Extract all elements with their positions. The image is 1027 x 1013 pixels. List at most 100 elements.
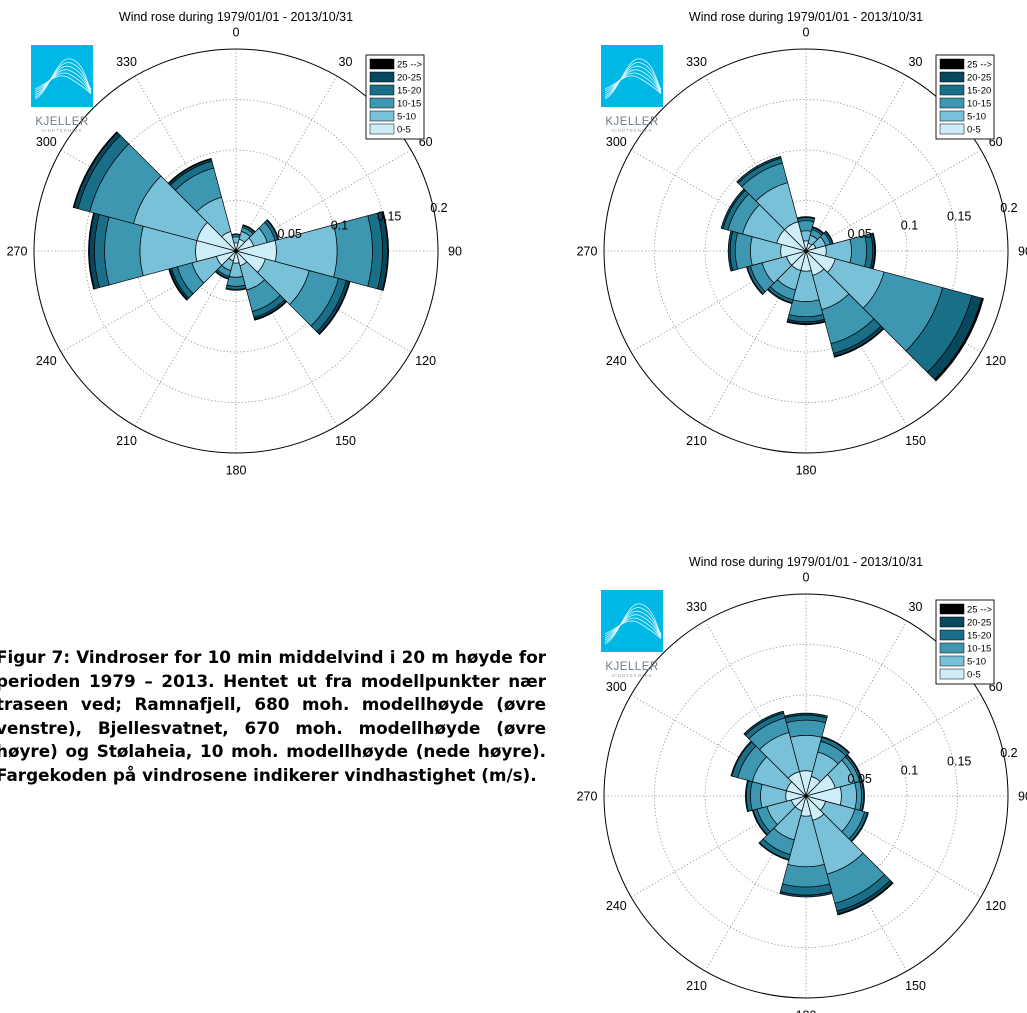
angle-label-300: 300 bbox=[606, 680, 627, 694]
sector-180-speed-bin-2 bbox=[788, 299, 824, 317]
angle-label-30: 30 bbox=[909, 600, 923, 614]
logo-curve bbox=[604, 72, 662, 94]
angle-label-0: 0 bbox=[803, 571, 810, 585]
angle-label-30: 30 bbox=[909, 55, 923, 69]
angle-label-0: 0 bbox=[233, 26, 240, 40]
radial-tick-label: 0.15 bbox=[947, 755, 971, 769]
legend-swatch bbox=[369, 110, 395, 122]
radial-tick-label: 0.15 bbox=[377, 210, 401, 224]
legend-swatch bbox=[939, 71, 965, 83]
angle-label-330: 330 bbox=[116, 55, 137, 69]
angle-label-120: 120 bbox=[985, 354, 1006, 368]
angle-label-270: 270 bbox=[577, 245, 598, 259]
radial-tick-label: 0.2 bbox=[430, 201, 447, 215]
legend-swatch bbox=[369, 97, 395, 109]
radial-tick-label: 0.1 bbox=[331, 218, 348, 232]
angle-label-240: 240 bbox=[36, 354, 57, 368]
legend-label: 5-10 bbox=[967, 657, 986, 668]
logo-curve bbox=[34, 62, 92, 98]
sector-90-speed-bin-1 bbox=[839, 782, 857, 810]
legend-label: 10-15 bbox=[967, 99, 991, 110]
angle-label-300: 300 bbox=[36, 135, 57, 149]
legend-label: 15-20 bbox=[967, 86, 991, 97]
angle-label-210: 210 bbox=[116, 434, 137, 448]
legend-label: 20-25 bbox=[967, 618, 991, 629]
figure-caption: Figur 7: Vindroser for 10 min middelvind… bbox=[0, 646, 546, 787]
legend-label: 0-5 bbox=[967, 125, 981, 136]
logo-curve bbox=[34, 58, 92, 100]
logo-text: KJELLER bbox=[35, 116, 88, 128]
wind-rose-chart-top-left: Wind rose during 1979/01/01 - 2013/10/31… bbox=[7, 10, 462, 478]
legend-swatch bbox=[939, 123, 965, 135]
logo-curve bbox=[34, 65, 92, 96]
logo-curve bbox=[604, 75, 662, 95]
angle-label-150: 150 bbox=[905, 434, 926, 448]
radial-tick-label: 0.05 bbox=[278, 227, 302, 241]
logo-curve bbox=[604, 603, 662, 645]
angle-label-120: 120 bbox=[985, 899, 1006, 913]
angle-label-240: 240 bbox=[606, 354, 627, 368]
angle-label-240: 240 bbox=[606, 899, 627, 913]
angle-label-150: 150 bbox=[335, 434, 356, 448]
legend-label: 15-20 bbox=[397, 86, 421, 97]
legend-swatch bbox=[939, 642, 965, 654]
legend-label: 0-5 bbox=[397, 125, 411, 136]
legend-label: 25 --> bbox=[967, 605, 993, 616]
angle-label-300: 300 bbox=[606, 135, 627, 149]
sector-270-speed-bin-2 bbox=[734, 232, 753, 270]
logo-curve bbox=[604, 607, 662, 643]
legend-label: 5-10 bbox=[397, 112, 416, 123]
legend-swatch bbox=[939, 84, 965, 96]
wind-rose-chart-bottom-right: Wind rose during 1979/01/01 - 2013/10/31… bbox=[577, 555, 1027, 1013]
legend-label: 15-20 bbox=[967, 631, 991, 642]
legend-swatch bbox=[939, 629, 965, 641]
legend-swatch bbox=[369, 58, 395, 70]
logo-text: KJELLER bbox=[605, 661, 658, 673]
logo-curve bbox=[604, 58, 662, 100]
sector-330-speed-bin-0 bbox=[221, 231, 237, 252]
legend-swatch bbox=[369, 71, 395, 83]
legend-swatch bbox=[939, 58, 965, 70]
figure-caption-text: Figur 7: Vindroser for 10 min middelvind… bbox=[0, 647, 546, 785]
grid-ring bbox=[704, 149, 908, 353]
angle-label-180: 180 bbox=[796, 1009, 817, 1013]
legend-label: 25 --> bbox=[397, 60, 423, 71]
legend-label: 0-5 bbox=[967, 670, 981, 681]
angle-label-270: 270 bbox=[577, 790, 598, 804]
angle-label-270: 270 bbox=[7, 245, 28, 259]
angle-label-30: 30 bbox=[339, 55, 353, 69]
logo-curve bbox=[604, 620, 662, 640]
radial-tick-label: 0.05 bbox=[848, 772, 872, 786]
logo-subtext: VINDTEKNIKK bbox=[611, 128, 652, 133]
legend-swatch bbox=[939, 110, 965, 122]
legend: 25 --> 20-25 15-20 10-15 5-10 0-5 bbox=[365, 54, 425, 140]
legend-swatch bbox=[939, 603, 965, 615]
radial-tick-label: 0.1 bbox=[901, 763, 918, 777]
angle-label-330: 330 bbox=[686, 55, 707, 69]
legend-label: 20-25 bbox=[397, 73, 421, 84]
chart-title: Wind rose during 1979/01/01 - 2013/10/31 bbox=[689, 10, 923, 24]
radial-tick-label: 0.05 bbox=[848, 227, 872, 241]
legend-swatch bbox=[939, 655, 965, 667]
legend-swatch bbox=[369, 123, 395, 135]
legend-swatch bbox=[939, 616, 965, 628]
legend-swatch bbox=[939, 97, 965, 109]
radial-tick-label: 0.2 bbox=[1000, 746, 1017, 760]
angle-label-150: 150 bbox=[905, 979, 926, 993]
logo-curve bbox=[34, 72, 92, 94]
logo-curve bbox=[604, 65, 662, 96]
angle-label-180: 180 bbox=[226, 464, 247, 478]
sector-180-speed-bin-2 bbox=[226, 276, 246, 287]
logo-curve bbox=[604, 610, 662, 641]
legend-label: 25 --> bbox=[967, 60, 993, 71]
chart-title: Wind rose during 1979/01/01 - 2013/10/31 bbox=[689, 555, 923, 569]
sector-0-speed-bin-2 bbox=[786, 719, 826, 738]
angle-label-90: 90 bbox=[448, 245, 462, 259]
radial-tick-label: 0.2 bbox=[1000, 201, 1017, 215]
logo-curve bbox=[34, 75, 92, 95]
legend-swatch bbox=[939, 668, 965, 680]
sector-330-speed-bin-0 bbox=[784, 221, 807, 252]
sector-270-speed-bin-2 bbox=[104, 216, 144, 286]
angle-label-120: 120 bbox=[415, 354, 436, 368]
